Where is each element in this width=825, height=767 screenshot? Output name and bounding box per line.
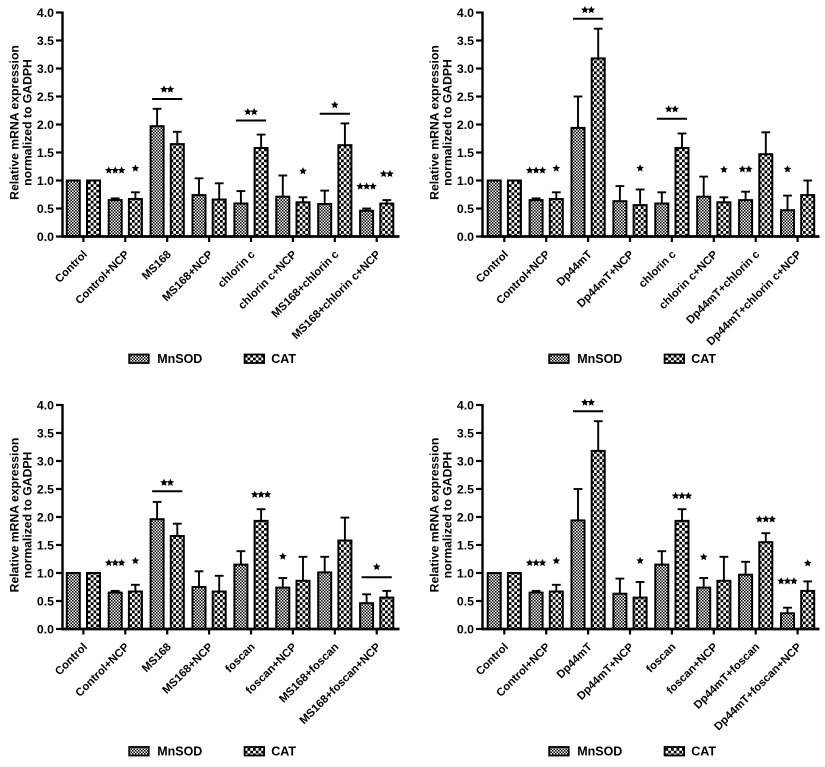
svg-text:3.0: 3.0 <box>37 62 54 76</box>
svg-text:1.0: 1.0 <box>37 174 54 188</box>
svg-text:2.5: 2.5 <box>37 90 54 104</box>
svg-text:0.0: 0.0 <box>37 622 54 636</box>
svg-text:1.0: 1.0 <box>457 174 474 188</box>
svg-text:MnSOD: MnSOD <box>577 352 622 366</box>
svg-text:1.0: 1.0 <box>457 566 474 580</box>
svg-text:1.5: 1.5 <box>457 146 474 160</box>
svg-text:normalized to GADPH: normalized to GADPH <box>441 59 455 186</box>
svg-text:3.0: 3.0 <box>457 62 474 76</box>
svg-text:3.0: 3.0 <box>457 454 474 468</box>
svg-text:2.0: 2.0 <box>457 118 474 132</box>
svg-text:0.5: 0.5 <box>37 594 54 608</box>
svg-text:1.5: 1.5 <box>457 538 474 552</box>
svg-text:CAT: CAT <box>691 352 716 366</box>
svg-text:Relative mRNA expression: Relative mRNA expression <box>428 45 442 200</box>
svg-text:3.5: 3.5 <box>457 34 474 48</box>
svg-text:normalized to GADPH: normalized to GADPH <box>441 452 455 579</box>
svg-text:2.5: 2.5 <box>457 482 474 496</box>
svg-text:MnSOD: MnSOD <box>157 352 202 366</box>
svg-text:2.0: 2.0 <box>457 510 474 524</box>
svg-text:3.0: 3.0 <box>37 454 54 468</box>
svg-text:MnSOD: MnSOD <box>577 744 622 758</box>
svg-text:MnSOD: MnSOD <box>157 744 202 758</box>
svg-text:3.5: 3.5 <box>457 426 474 440</box>
svg-text:0.0: 0.0 <box>457 230 474 244</box>
svg-text:4.0: 4.0 <box>37 398 54 412</box>
svg-text:3.5: 3.5 <box>37 426 54 440</box>
svg-text:0.0: 0.0 <box>37 230 54 244</box>
svg-text:CAT: CAT <box>271 744 296 758</box>
svg-text:normalized to GADPH: normalized to GADPH <box>21 452 35 579</box>
svg-text:3.5: 3.5 <box>37 34 54 48</box>
svg-text:normalized to GADPH: normalized to GADPH <box>21 59 35 186</box>
svg-text:2.0: 2.0 <box>37 118 54 132</box>
svg-text:CAT: CAT <box>271 352 296 366</box>
svg-text:2.5: 2.5 <box>37 482 54 496</box>
svg-text:Relative mRNA expression: Relative mRNA expression <box>428 438 442 593</box>
svg-text:0.5: 0.5 <box>457 202 474 216</box>
svg-text:2.5: 2.5 <box>457 90 474 104</box>
svg-text:1.5: 1.5 <box>37 538 54 552</box>
svg-text:4.0: 4.0 <box>457 398 474 412</box>
svg-text:0.5: 0.5 <box>457 594 474 608</box>
svg-text:4.0: 4.0 <box>37 6 54 20</box>
svg-text:4.0: 4.0 <box>457 6 474 20</box>
svg-text:1.5: 1.5 <box>37 146 54 160</box>
svg-text:Relative mRNA expression: Relative mRNA expression <box>8 438 22 593</box>
svg-text:0.0: 0.0 <box>457 622 474 636</box>
svg-text:Relative mRNA expression: Relative mRNA expression <box>8 45 22 200</box>
svg-text:0.5: 0.5 <box>37 202 54 216</box>
svg-text:CAT: CAT <box>691 744 716 758</box>
svg-text:1.0: 1.0 <box>37 566 54 580</box>
svg-text:2.0: 2.0 <box>37 510 54 524</box>
